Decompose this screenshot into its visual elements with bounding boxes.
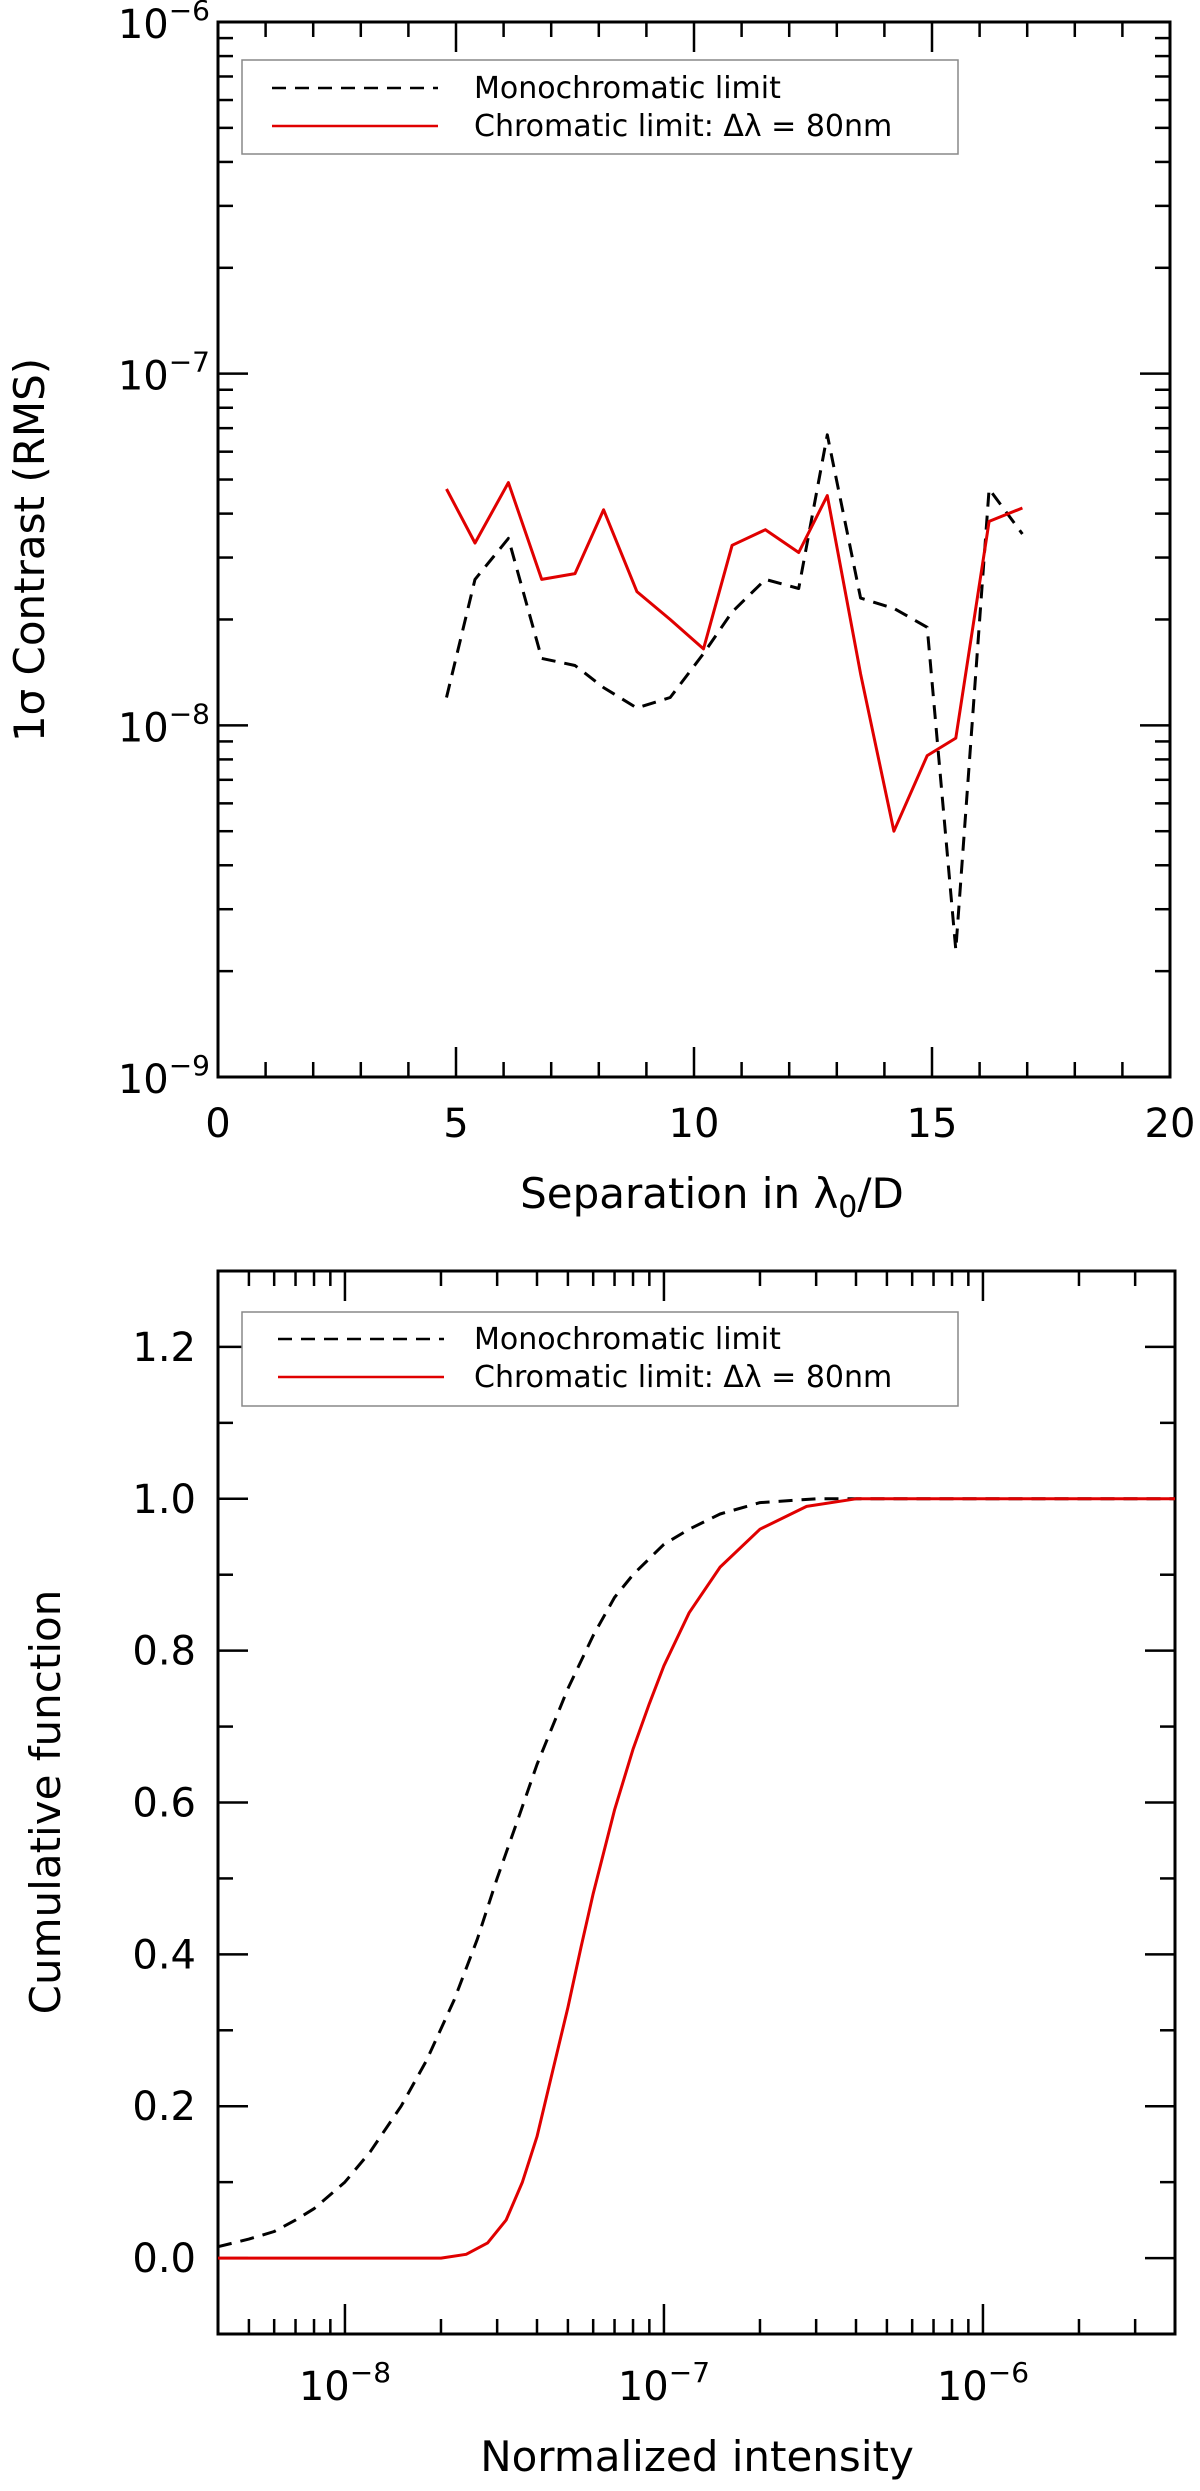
y-tick-label: 10−8: [118, 697, 210, 751]
y-tick-label: 0.8: [132, 1629, 196, 1675]
plot-frame: [216, 20, 1172, 1079]
x-axis-ticks: 0 5 10 15 20: [205, 22, 1195, 1147]
x-tick-label: 15: [907, 1101, 958, 1147]
y-tick-label: 0.4: [132, 1932, 196, 1978]
x-tick-label: 10: [669, 1101, 720, 1147]
x-tick-label: 5: [443, 1101, 468, 1147]
series-line-chromatic: [445, 481, 1023, 833]
x-tick-label: 0: [205, 1101, 230, 1147]
y-tick-label: 0.2: [132, 2084, 196, 2130]
x-axis-title: Normalized intensity: [480, 2432, 914, 2481]
y-axis-title: 1σ Contrast (RMS): [5, 358, 54, 742]
x-tick-label: 10−8: [299, 2356, 391, 2410]
y-tick-label: 1.0: [132, 1477, 196, 1523]
series-group: [445, 433, 1024, 952]
plot-frame: [216, 1269, 1177, 2336]
y-tick-label: 0.0: [132, 2236, 196, 2282]
chart-cumulative-function: 0.0 0.2 0.4 0.6 0.8 1.0 1.2 10−8 10−7 10−6 Norma…: [21, 1269, 1177, 2481]
x-tick-label: 10−7: [618, 2356, 710, 2410]
legend-label-monochromatic: Monochromatic limit: [474, 71, 781, 106]
legend: Monochromatic limit Chromatic limit: Δλ …: [241, 1311, 959, 1407]
legend-label-chromatic: Chromatic limit: Δλ = 80nm: [474, 1360, 892, 1395]
legend-box: [241, 59, 959, 155]
series-line-monochromatic: [217, 1497, 1175, 2249]
legend: Monochromatic limit Chromatic limit: Δλ …: [241, 59, 959, 155]
y-tick-label: 10−9: [118, 1049, 210, 1103]
legend-label-monochromatic: Monochromatic limit: [474, 1322, 781, 1357]
y-tick-label: 0.6: [132, 1781, 196, 1827]
x-tick-label: 10−6: [937, 2356, 1029, 2410]
chart-contrast-vs-separation: 10−9 10−8 10−7 10−6 0 5 10 15 20 Separation in …: [5, 0, 1195, 1225]
legend-box: [241, 1311, 959, 1407]
y-axis-ticks: 10−9 10−8 10−7 10−6: [118, 0, 1170, 1103]
y-axis-title: Cumulative function: [21, 1590, 70, 2015]
y-axis-ticks: 0.0 0.2 0.4 0.6 0.8 1.0 1.2: [132, 1269, 1175, 2336]
series-line-chromatic: [218, 1497, 1175, 2260]
y-tick-label: 10−7: [118, 346, 210, 400]
y-tick-label: 1.2: [132, 1325, 196, 1371]
x-tick-label: 20: [1145, 1101, 1196, 1147]
legend-label-chromatic: Chromatic limit: Δλ = 80nm: [474, 109, 892, 144]
series-line-monochromatic: [445, 433, 1024, 952]
x-axis-ticks: 10−8 10−7 10−6: [216, 1271, 1177, 2410]
y-tick-label: 10−6: [118, 0, 210, 48]
series-group: [217, 1497, 1175, 2260]
x-axis-title: Separation in λ0/D: [520, 1169, 904, 1225]
